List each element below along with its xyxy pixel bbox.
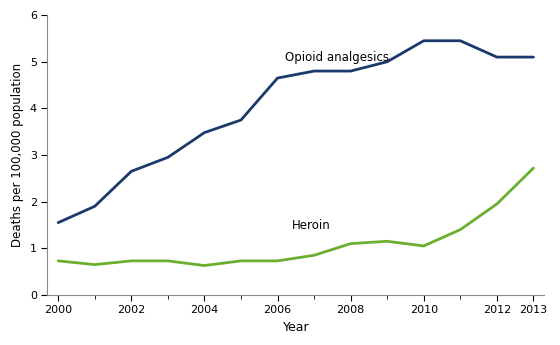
Text: Heroin: Heroin [292,219,331,232]
Text: Opioid analgesics: Opioid analgesics [285,51,389,64]
Y-axis label: Deaths per 100,000 population: Deaths per 100,000 population [11,63,24,247]
X-axis label: Year: Year [282,321,309,334]
